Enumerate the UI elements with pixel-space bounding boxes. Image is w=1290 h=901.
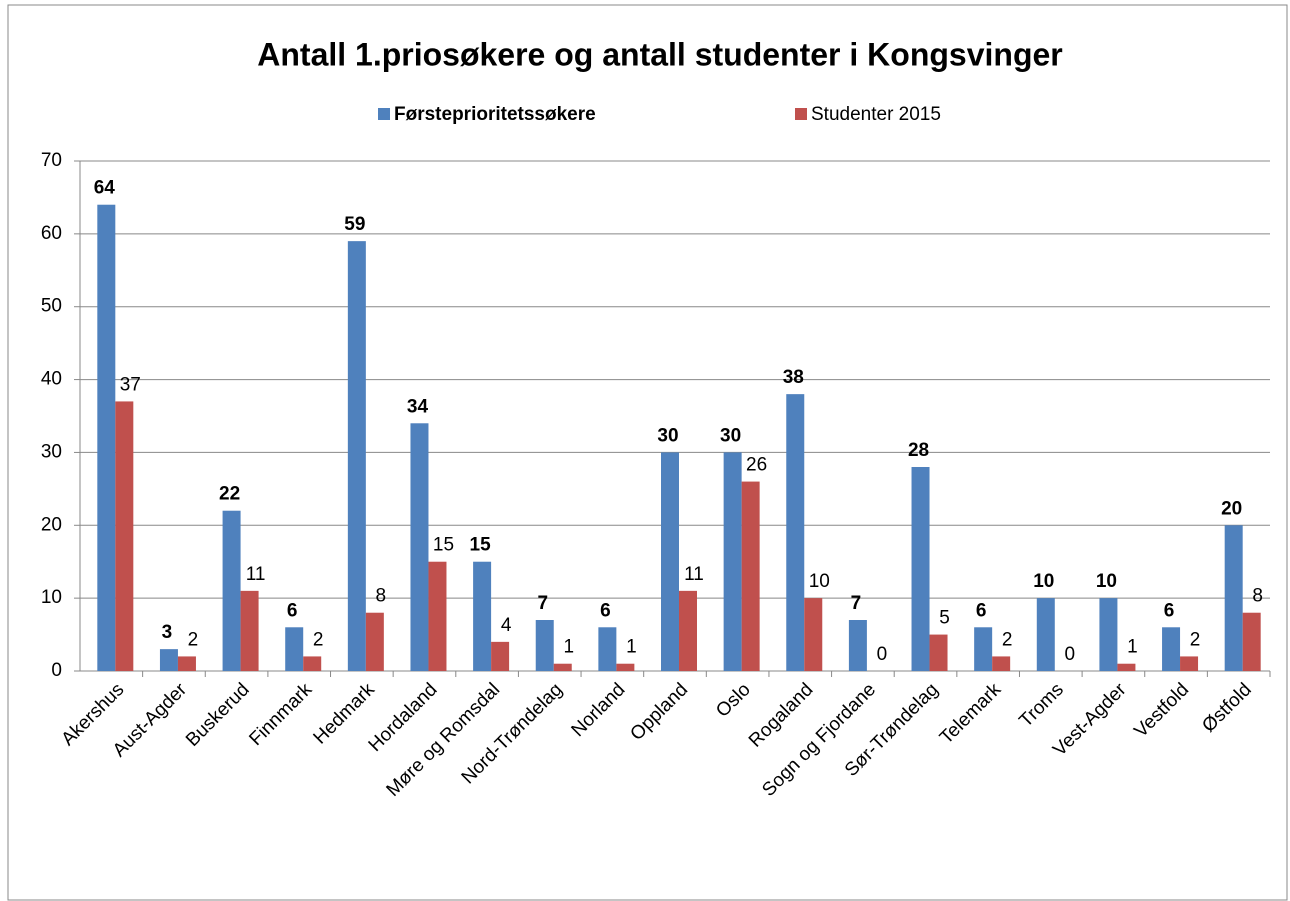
legend-swatch bbox=[378, 108, 390, 120]
data-label: 59 bbox=[344, 214, 365, 235]
legend-label: Førsteprioritetssøkere bbox=[394, 104, 596, 125]
bar bbox=[535, 620, 554, 671]
data-label: 10 bbox=[1033, 571, 1054, 592]
data-label: 8 bbox=[376, 586, 387, 607]
data-label: 26 bbox=[746, 455, 767, 476]
bar bbox=[1117, 663, 1136, 671]
y-tick-label: 60 bbox=[41, 223, 62, 244]
data-label: 6 bbox=[1164, 600, 1175, 621]
bar bbox=[598, 627, 617, 671]
data-label: 1 bbox=[563, 637, 574, 658]
bar bbox=[491, 641, 510, 671]
data-label: 6 bbox=[600, 600, 611, 621]
bar bbox=[723, 452, 742, 671]
data-label: 4 bbox=[501, 615, 512, 636]
bar bbox=[365, 612, 384, 671]
data-label: 64 bbox=[94, 178, 116, 199]
y-tick-label: 50 bbox=[41, 296, 62, 317]
data-label: 1 bbox=[1127, 637, 1138, 658]
data-label: 7 bbox=[851, 593, 862, 614]
bar bbox=[1180, 656, 1199, 671]
data-label: 30 bbox=[720, 425, 741, 446]
data-label: 7 bbox=[537, 593, 548, 614]
data-label: 10 bbox=[1096, 571, 1117, 592]
data-label: 3 bbox=[162, 622, 173, 643]
bar bbox=[1224, 525, 1243, 671]
data-label: 6 bbox=[287, 600, 298, 621]
data-label: 11 bbox=[684, 564, 704, 585]
data-label: 34 bbox=[407, 396, 429, 417]
y-tick-label: 0 bbox=[51, 660, 62, 681]
y-tick-label: 10 bbox=[41, 587, 62, 608]
bar bbox=[661, 452, 679, 671]
data-label: 5 bbox=[939, 608, 950, 629]
data-label: 0 bbox=[1065, 644, 1076, 665]
chart-title: Antall 1.priosøkere og antall studenter … bbox=[257, 36, 1062, 72]
data-label: 10 bbox=[809, 571, 830, 592]
bar bbox=[553, 663, 572, 671]
data-label: 30 bbox=[657, 425, 678, 446]
data-label: 15 bbox=[433, 535, 454, 556]
bar bbox=[679, 590, 697, 671]
bar bbox=[741, 481, 760, 671]
bar bbox=[1162, 627, 1181, 671]
y-tick-label: 20 bbox=[41, 514, 62, 535]
bar bbox=[222, 510, 241, 671]
bar bbox=[303, 656, 322, 671]
bar bbox=[1036, 598, 1055, 671]
bar bbox=[177, 656, 196, 671]
data-label: 1 bbox=[626, 637, 637, 658]
legend-swatch bbox=[795, 108, 807, 120]
bar bbox=[804, 598, 823, 671]
bar bbox=[473, 561, 492, 671]
data-label: 0 bbox=[877, 644, 888, 665]
data-label: 2 bbox=[188, 629, 199, 650]
data-label: 20 bbox=[1221, 498, 1242, 519]
bar bbox=[616, 663, 635, 671]
bar bbox=[992, 656, 1011, 671]
bar bbox=[97, 204, 116, 671]
legend-label: Studenter 2015 bbox=[811, 104, 941, 125]
bar bbox=[240, 590, 259, 671]
bar bbox=[974, 627, 993, 671]
y-tick-label: 40 bbox=[41, 369, 62, 390]
bar bbox=[929, 634, 948, 671]
bar bbox=[848, 620, 867, 671]
data-label: 15 bbox=[470, 535, 492, 556]
data-label: 2 bbox=[313, 629, 324, 650]
bar bbox=[410, 423, 429, 671]
bar bbox=[1099, 598, 1118, 671]
y-tick-label: 30 bbox=[41, 441, 62, 462]
bar bbox=[115, 401, 134, 671]
bar bbox=[428, 561, 447, 671]
data-label: 11 bbox=[246, 564, 266, 585]
data-label: 2 bbox=[1002, 629, 1013, 650]
bar bbox=[159, 649, 178, 671]
data-label: 8 bbox=[1252, 586, 1263, 607]
bar bbox=[347, 241, 366, 671]
bar bbox=[786, 394, 805, 671]
y-tick-label: 70 bbox=[41, 150, 62, 171]
data-label: 38 bbox=[783, 367, 804, 388]
data-label: 6 bbox=[976, 600, 987, 621]
data-label: 22 bbox=[219, 484, 240, 505]
bar bbox=[285, 627, 304, 671]
data-label: 2 bbox=[1190, 629, 1201, 650]
data-label: 37 bbox=[120, 374, 141, 395]
data-label: 28 bbox=[908, 440, 929, 461]
bar bbox=[1242, 612, 1261, 671]
bar bbox=[911, 467, 930, 671]
